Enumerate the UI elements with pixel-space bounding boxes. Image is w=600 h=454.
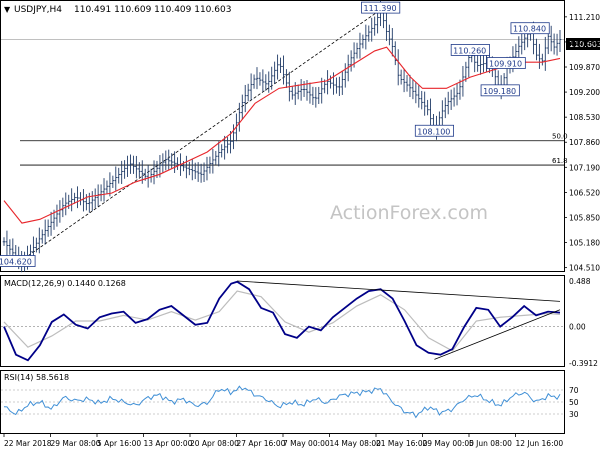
price-axis-label: 105.850 — [569, 213, 600, 222]
price-axis-label: 109.870 — [569, 63, 600, 72]
price-label-box — [450, 44, 490, 56]
time-axis-label: 13 Apr 00:00 — [144, 439, 193, 448]
macd-main-line — [3, 280, 561, 362]
time-axis-label: 22 Mar 2018 — [4, 439, 52, 448]
price-label-box — [480, 84, 520, 97]
price-label: 108.100 — [417, 127, 450, 136]
current-price-label: 110.603 — [569, 40, 600, 49]
ohlc-label: 110.491 110.609 110.409 110.603 — [74, 5, 231, 15]
price-panel-frame — [0, 0, 565, 272]
header-triangle: ▼ — [4, 5, 11, 14]
rsi-axis-label: 50 — [569, 398, 579, 407]
macd-axis-label: 0.00 — [569, 323, 586, 332]
rsi-line — [3, 385, 561, 419]
axis-layer: 111.210 110.540 109.870 109.200 108.530 107.8… — [3, 13, 600, 448]
price-label: 110.260 — [453, 46, 486, 55]
price-label: 109.910 — [489, 60, 522, 69]
price-label-box — [486, 57, 526, 69]
price-label: 104.620 — [0, 258, 32, 267]
macd-signal-line — [3, 290, 561, 352]
macd-axis-label: 0.488 — [569, 277, 591, 286]
price-axis-label: 110.540 — [569, 38, 600, 47]
sma-line — [3, 46, 561, 224]
price-axis-label: 111.210 — [569, 13, 600, 22]
current-price-box — [566, 38, 600, 50]
price-label-box — [510, 22, 550, 35]
trendline — [15, 9, 381, 265]
macd-label: MACD(12,26,9) 0.1440 0.1268 — [4, 279, 126, 288]
rsi-axis-label: 70 — [569, 386, 579, 395]
price-label: 110.840 — [513, 25, 546, 34]
time-axis-label: 21 May 16:00 — [376, 439, 428, 448]
price-label-box — [0, 255, 36, 267]
price-axis-label: 107.190 — [569, 163, 600, 172]
time-axis-label: 14 May 08:00 — [330, 439, 382, 448]
rsi-axis-label: 30 — [569, 410, 579, 419]
time-axis-label: 20 Apr 08:00 — [190, 439, 239, 448]
price-axis-label: 106.520 — [569, 188, 600, 197]
fib-label: 50.0 — [552, 133, 568, 141]
symbol-label: USDJPY,H4 — [14, 5, 62, 15]
time-axis-label: 27 Apr 16:00 — [237, 439, 286, 448]
time-axis-label: 5 Jun 08:00 — [469, 439, 512, 448]
price-label-box — [361, 1, 401, 14]
time-axis-label: 7 May 00:00 — [283, 439, 330, 448]
time-axis-label: 12 Jun 16:00 — [516, 439, 564, 448]
rsi-label: RSI(14) 58.5618 — [4, 373, 69, 382]
time-axis-label: 5 Apr 16:00 — [97, 439, 141, 448]
time-axis-label: 29 May 00:00 — [423, 439, 475, 448]
rsi-layer — [1, 385, 564, 419]
price-axis-label: 107.860 — [569, 138, 600, 147]
macd-axis-label: -0.3912 — [569, 359, 598, 368]
price-axis-label: 105.180 — [569, 239, 600, 248]
price-label: 111.390 — [363, 4, 396, 13]
price-label-box — [414, 124, 455, 137]
price-axis-label: 109.200 — [569, 88, 600, 97]
price-axis-label: 108.530 — [569, 113, 600, 122]
macd-trendline — [237, 280, 561, 302]
price-label: 109.180 — [483, 87, 516, 96]
fib-label: 61.8 — [552, 157, 568, 165]
time-axis-label: 29 Mar 08:00 — [51, 439, 101, 448]
price-axis-label: 104.510 — [569, 264, 600, 273]
macd-layer — [1, 280, 564, 362]
macd-trendline — [434, 309, 561, 360]
watermark: ActionForex.com — [330, 202, 488, 224]
